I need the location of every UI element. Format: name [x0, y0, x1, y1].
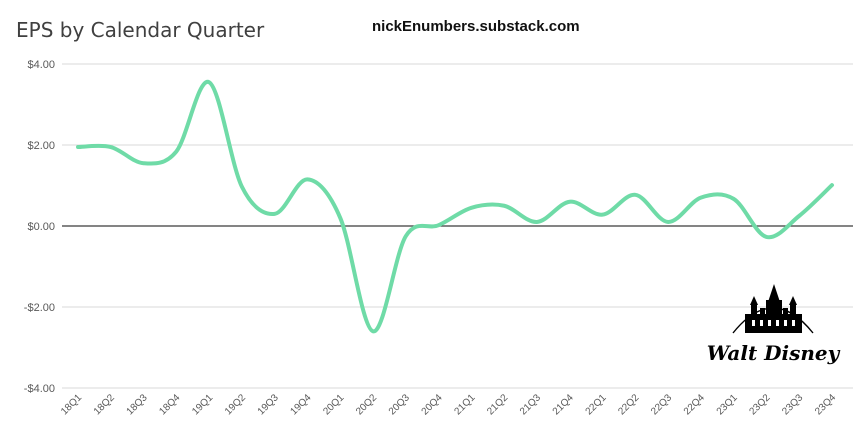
x-tick-label: 18Q3 — [125, 392, 150, 417]
y-axis-ticks: $4.00 $2.00 $0.00 -$2.00 -$4.00 — [24, 59, 55, 395]
eps-series — [76, 80, 834, 334]
walt-disney-logo: Walt Disney — [707, 284, 841, 365]
eps-line — [76, 80, 834, 334]
x-axis-ticks: 18Q1 18Q2 18Q3 18Q4 19Q1 19Q2 19Q3 19Q4 20Q1 20Q2… — [59, 392, 838, 417]
x-tick-label: 23Q1 — [715, 392, 740, 417]
x-tick-label: 19Q4 — [289, 392, 314, 417]
x-tick-label: 18Q2 — [92, 392, 117, 417]
logo-wordmark: Walt Disney — [707, 341, 841, 365]
x-tick-label: 18Q4 — [157, 392, 182, 417]
x-tick-label: 19Q3 — [256, 392, 281, 417]
chart-title: EPS by Calendar Quarter — [16, 18, 265, 42]
y-tick-label: -$4.00 — [24, 383, 55, 395]
y-tick-label: $4.00 — [27, 59, 55, 71]
x-tick-label: 21Q3 — [518, 392, 543, 417]
x-tick-label: 20Q2 — [354, 392, 379, 417]
x-tick-label: 21Q1 — [452, 392, 477, 417]
x-tick-label: 23Q3 — [780, 392, 805, 417]
x-tick-label: 19Q2 — [223, 392, 248, 417]
y-tick-label: $2.00 — [27, 140, 55, 152]
x-tick-label: 22Q3 — [649, 392, 674, 417]
x-tick-label: 20Q1 — [321, 392, 346, 417]
x-tick-label: 22Q1 — [584, 392, 609, 417]
watermark-text: nickEnumbers.substack.com — [372, 18, 580, 35]
y-tick-label: -$2.00 — [24, 302, 55, 314]
x-tick-label: 23Q4 — [813, 392, 838, 417]
x-tick-label: 23Q2 — [747, 392, 772, 417]
x-tick-label: 22Q4 — [682, 392, 707, 417]
x-tick-label: 22Q2 — [616, 392, 641, 417]
x-tick-label: 20Q4 — [420, 392, 445, 417]
x-tick-label: 19Q1 — [190, 392, 215, 417]
x-tick-label: 20Q3 — [387, 392, 412, 417]
grid-lines — [62, 63, 853, 389]
x-tick-label: 18Q1 — [59, 392, 84, 417]
x-tick-label: 21Q2 — [485, 392, 510, 417]
x-tick-label: 21Q4 — [551, 392, 576, 417]
y-tick-label: $0.00 — [27, 221, 55, 233]
